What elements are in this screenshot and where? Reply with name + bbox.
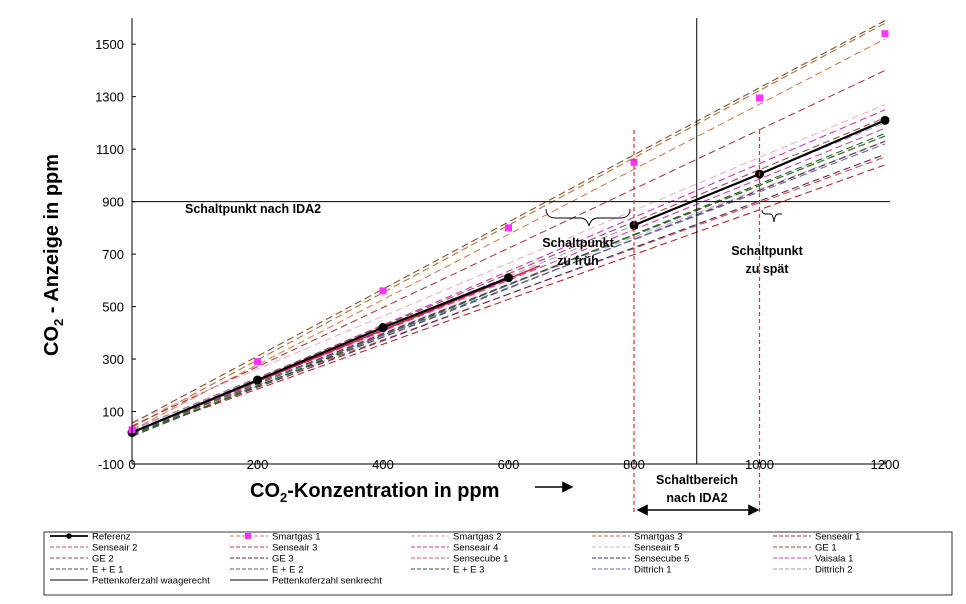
reference-line-segment-0 (131, 276, 509, 434)
smartgas1-point-1000 (756, 94, 763, 102)
series-line-sensecube-5 (131, 153, 886, 435)
smartgas1-point-800 (630, 158, 638, 166)
annotations: Schaltpunkt nach IDA2 Schaltpunkt zu frü… (185, 202, 804, 516)
legend-box (43, 531, 953, 596)
x-tick-label-200: 200 (247, 457, 269, 472)
legend-label-e-e-2: E + E 2 (272, 565, 303, 576)
y-tick-label-1500: 1500 (95, 37, 124, 52)
legend-label-pettenkoferzahl-senkrecht: Pettenkoferzahl senkrecht (272, 576, 382, 587)
axis-titles: CO2-Konzentration in ppm CO2 - Anzeige i… (41, 154, 499, 505)
legend-label-senseair-2: Senseair 2 (92, 543, 137, 554)
legend-label-smartgas-2: Smartgas 2 (453, 532, 502, 543)
series-line-ge-1 (131, 20, 886, 424)
smartgas1-point-600 (505, 224, 512, 232)
legend-label-smartgas-3: Smartgas 3 (634, 532, 683, 543)
series-line-senseair-5 (131, 104, 886, 423)
late-label-line2: zu spät (745, 262, 789, 276)
legend-label-senseair-4: Senseair 4 (453, 543, 498, 554)
legend-label-ge-3: GE 3 (272, 554, 294, 565)
y-tick-label-500: 500 (102, 300, 124, 315)
legend-marker-smartgas-1 (245, 533, 251, 539)
smartgas1-point-1200 (881, 30, 889, 38)
reference-point-200 (253, 375, 262, 385)
legend-label-ge-1: GE 1 (815, 543, 837, 554)
y-tick-label--100: -100 (98, 457, 124, 472)
legend-marker-referenz (66, 533, 72, 539)
series-line-senseair-3 (131, 69, 886, 427)
reference-point-600 (504, 273, 513, 283)
legend-label-sensecube-1: Sensecube 1 (453, 554, 508, 565)
x-axis-title: CO2-Konzentration in ppm (250, 480, 499, 505)
early-label-line1: Schaltpunkt (542, 236, 614, 250)
y-tick-label-1300: 1300 (95, 90, 124, 105)
late-label-line1: Schaltpunkt (731, 244, 803, 258)
x-tick-label-600: 600 (498, 457, 520, 472)
y-axis-title: CO2 - Anzeige in ppm (41, 154, 66, 356)
legend-label-smartgas-1: Smartgas 1 (272, 532, 321, 543)
y-tick-label-1100: 1100 (96, 142, 124, 157)
x-tick-label-1200: 1200 (871, 457, 900, 472)
legend-label-e-e-1: E + E 1 (92, 565, 123, 576)
reference-point-1200 (880, 115, 890, 125)
reference-point-400 (378, 323, 388, 333)
early-label-line2: zu früh (557, 254, 599, 268)
x-tick-label-1000: 1000 (745, 457, 774, 472)
smartgas1-point-400 (379, 287, 387, 295)
legend: Referenz Smartgas 1 Smartgas 2 Smartgas 3 Se… (43, 531, 953, 596)
legend-label-sensecube-5: Sensecube 5 (634, 554, 689, 565)
legend-label-senseair-5: Senseair 5 (634, 543, 679, 554)
legend-label-dittrich-2: Dittrich 2 (815, 565, 852, 576)
smartgas1-point-200 (254, 358, 261, 366)
reference-series (127, 30, 890, 438)
y-tick-label-100: 100 (102, 405, 124, 420)
legend-label-pettenkoferzahl-waagerecht: Pettenkoferzahl waagerecht (92, 576, 210, 587)
legend-label-ge-2: GE 2 (92, 554, 114, 565)
x-tick-label-400: 400 (372, 457, 394, 472)
early-brace (545, 208, 631, 227)
late-brace (761, 209, 782, 223)
legend-label-senseair-1: Senseair 1 (815, 532, 860, 543)
legend-label-senseair-3: Senseair 3 (272, 543, 317, 554)
y-tick-label-300: 300 (102, 352, 124, 367)
reference-point-800 (629, 220, 639, 230)
range-label-line1: Schaltbereich (656, 473, 738, 487)
y-tick-label-900: 900 (102, 195, 124, 210)
series-line-e-e-3 (131, 132, 886, 437)
axes: 020040060080010001200-100100300500700900… (95, 18, 899, 512)
range-label-line2: nach IDA2 (666, 491, 727, 505)
legend-label-e-e-3: E + E 3 (453, 565, 484, 576)
legend-label-vaisala-1: Vaisala 1 (815, 554, 853, 565)
y-tick-label-700: 700 (102, 247, 124, 262)
legend-label-dittrich-1: Dittrich 1 (634, 565, 671, 576)
legend-label-referenz: Referenz (92, 532, 131, 543)
threshold-label: Schaltpunkt nach IDA2 (185, 202, 321, 216)
series-line-smartgas-1 (131, 38, 886, 431)
x-tick-label-800: 800 (623, 457, 645, 472)
